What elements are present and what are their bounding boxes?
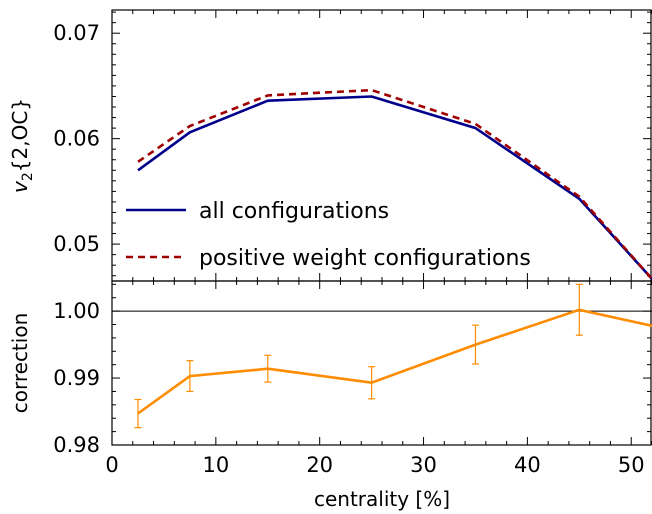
series-line-positive-weight [137,88,652,280]
series-line-correction [137,308,652,415]
bottom-plot-frame [111,280,652,446]
x-tick-label: 30 [410,453,437,477]
x-axis-label: centrality [%] [314,487,450,511]
y-axis-label-top: v2{2,OC} [8,98,36,193]
y-tick-label: 0.07 [53,21,100,45]
y-axis-label-bottom: correction [8,313,32,414]
top-panel: 0.05 0.06 0.07 v2{2,OC} all configurations po… [8,9,652,282]
bottom-panel: 0 10 20 30 40 50 0.98 0.99 1.00 centrality [%] cor… [8,280,652,511]
x-tick-label: 40 [514,453,541,477]
y-tick-label: 0.99 [53,366,100,390]
y-tick-label: 1.00 [53,299,100,323]
series-line-all-configurations [137,95,652,280]
y-tick-label: 0.05 [53,232,100,256]
legend: all configurations positive weight config… [126,199,531,271]
x-tick-label: 20 [306,453,333,477]
y-tick-label: 0.06 [53,127,100,151]
x-tick-label: 50 [618,453,645,477]
top-plot-frame [111,9,652,282]
legend-label: all configurations [199,199,389,224]
bottom-series-group [112,283,652,429]
x-tick-label: 10 [202,453,229,477]
y-tick-label: 0.98 [53,433,100,457]
top-series-group [137,88,652,280]
legend-label: positive weight configurations [199,246,531,271]
x-tick-label: 0 [105,453,118,477]
